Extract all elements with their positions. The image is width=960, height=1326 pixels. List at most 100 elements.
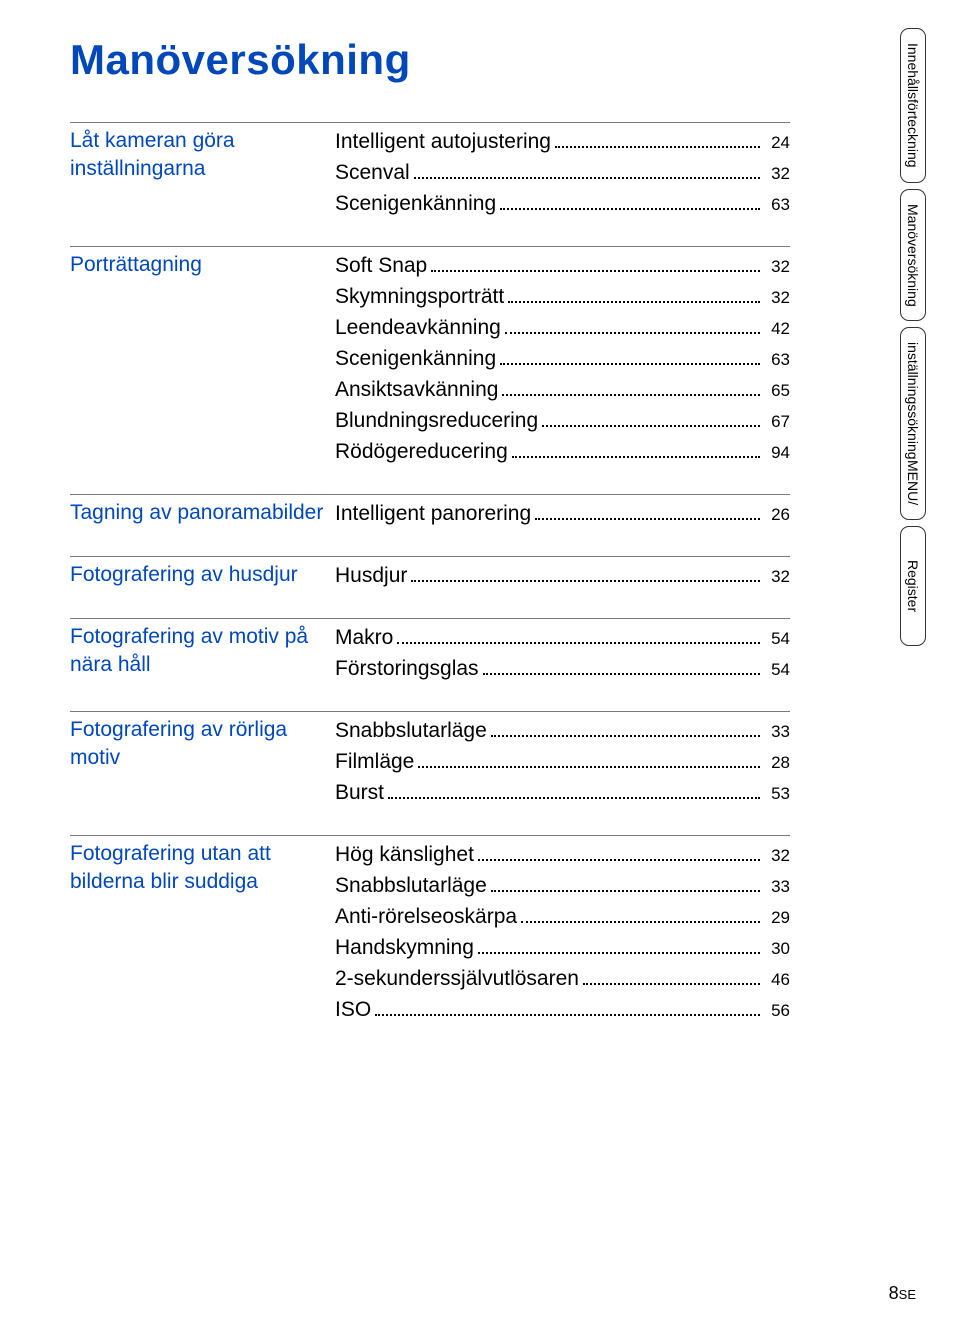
page-number: 8: [889, 1283, 899, 1303]
toc-entry-label: Ansiktsavkänning: [335, 375, 498, 405]
toc-leader-dots: [414, 177, 760, 179]
toc-section: Fotografering utan att bilderna blir sud…: [70, 835, 790, 1026]
section-entries: Snabbslutarläge33Filmläge 28Burst53: [335, 716, 790, 809]
toc-leader-dots: [583, 983, 760, 985]
toc-leader-dots: [508, 301, 760, 303]
section-entries: Soft Snap32Skymningsporträtt32Leendeavkä…: [335, 251, 790, 468]
toc-entry-label: Anti-rörelseoskärpa: [335, 902, 517, 932]
toc-entry[interactable]: Scenigenkänning63: [335, 344, 790, 375]
toc-leader-dots: [555, 146, 760, 148]
toc-entry-label: Intelligent panorering: [335, 499, 531, 529]
side-tab[interactable]: Register: [900, 526, 926, 646]
toc-entry-page: 67: [764, 407, 790, 437]
side-tab-label: Innehållsförteckning: [905, 43, 921, 168]
section-heading: Fotografering av rörliga motiv: [70, 716, 335, 772]
section-row: PorträttagningSoft Snap32Skymningsporträ…: [70, 251, 790, 468]
toc-entry-page: 32: [764, 252, 790, 282]
toc-entry[interactable]: Burst53: [335, 778, 790, 809]
side-tab[interactable]: Manöversökning: [900, 189, 926, 322]
toc-leader-dots: [512, 456, 760, 458]
toc-entry-page: 32: [764, 159, 790, 189]
toc-entry[interactable]: Makro54: [335, 623, 790, 654]
toc-entry[interactable]: Husdjur32: [335, 561, 790, 592]
toc-entry-page: 56: [764, 996, 790, 1026]
toc-entry-label: Scenval: [335, 158, 410, 188]
toc-section: Tagning av panoramabilderIntelligent pan…: [70, 494, 790, 530]
toc-entry-label: Förstoringsglas: [335, 654, 479, 684]
section-entries: Intelligent autojustering24Scenval32Scen…: [335, 127, 790, 220]
toc-entry[interactable]: Soft Snap 32: [335, 251, 790, 282]
side-tab-label: inställningssökning: [905, 342, 921, 460]
toc-section: PorträttagningSoft Snap32Skymningsporträ…: [70, 246, 790, 468]
toc-entry-label: Handskymning: [335, 933, 474, 963]
side-tab[interactable]: inställningssökningMENU/: [900, 327, 926, 520]
toc-leader-dots: [505, 332, 760, 334]
toc-entry[interactable]: Leendeavkänning42: [335, 313, 790, 344]
toc-entry-page: 24: [764, 128, 790, 158]
toc-entry-page: 29: [764, 903, 790, 933]
toc-entry[interactable]: Blundningsreducering 67: [335, 406, 790, 437]
toc-entry[interactable]: Scenigenkänning63: [335, 189, 790, 220]
side-tabs: Innehållsförteckning Manöversökning instäl…: [900, 28, 926, 646]
toc-entry-page: 26: [764, 500, 790, 530]
section-entries: Husdjur32: [335, 561, 790, 592]
toc-entry-label: Blundningsreducering: [335, 406, 538, 436]
toc-leader-dots: [502, 394, 760, 396]
toc-leader-dots: [375, 1014, 760, 1016]
toc-entry[interactable]: 2-sekunderssjälvutlösaren46: [335, 964, 790, 995]
toc-entry[interactable]: Scenval 32: [335, 158, 790, 189]
section-row: Fotografering av motiv på nära hållMakro…: [70, 623, 790, 685]
section-heading: Fotografering av husdjur: [70, 561, 335, 589]
toc-entry-label: Hög känslighet: [335, 840, 474, 870]
section-row: Fotografering av rörliga motivSnabbsluta…: [70, 716, 790, 809]
toc-entry-label: Rödögereducering: [335, 437, 508, 467]
toc-leader-dots: [478, 859, 760, 861]
toc-entry[interactable]: Hög känslighet32: [335, 840, 790, 871]
toc-leader-dots: [397, 642, 760, 644]
toc-entry-label: Skymningsporträtt: [335, 282, 504, 312]
toc-entry[interactable]: Handskymning30: [335, 933, 790, 964]
toc-entry-page: 46: [764, 965, 790, 995]
toc-leader-dots: [500, 208, 760, 210]
toc-entry[interactable]: Intelligent panorering 26: [335, 499, 790, 530]
toc-entry[interactable]: Ansiktsavkänning 65: [335, 375, 790, 406]
toc-entry-label: Scenigenkänning: [335, 189, 496, 219]
toc-section: Låt kameran göra inställningarnaIntellig…: [70, 122, 790, 220]
toc-entry-label: Filmläge: [335, 747, 414, 777]
toc-leader-dots: [418, 766, 760, 768]
toc-entry-label: Husdjur: [335, 561, 407, 591]
toc-entry-page: 32: [764, 283, 790, 313]
toc-leader-dots: [411, 580, 760, 582]
toc-entry-page: 65: [764, 376, 790, 406]
section-entries: Makro54Förstoringsglas54: [335, 623, 790, 685]
toc-entry-label: Intelligent autojustering: [335, 127, 551, 157]
toc-entry-label: Snabbslutarläge: [335, 716, 487, 746]
toc-entry-page: 28: [764, 748, 790, 778]
toc-entry[interactable]: ISO56: [335, 995, 790, 1026]
toc-entry[interactable]: Intelligent autojustering 24: [335, 127, 790, 158]
toc-content: Låt kameran göra inställningarnaIntellig…: [70, 122, 790, 1026]
toc-section: Fotografering av rörliga motivSnabbsluta…: [70, 711, 790, 809]
section-entries: Hög känslighet32Snabbslutarläge33Anti-rö…: [335, 840, 790, 1026]
toc-entry-label: Leendeavkänning: [335, 313, 501, 343]
section-heading: Tagning av panoramabilder: [70, 499, 335, 527]
section-heading: Låt kameran göra inställningarna: [70, 127, 335, 183]
toc-entry[interactable]: Rödögereducering94: [335, 437, 790, 468]
toc-entry[interactable]: Skymningsporträtt 32: [335, 282, 790, 313]
toc-entry[interactable]: Anti-rörelseoskärpa 29: [335, 902, 790, 933]
toc-leader-dots: [478, 952, 760, 954]
section-heading: Fotografering utan att bilderna blir sud…: [70, 840, 335, 896]
side-tab[interactable]: Innehållsförteckning: [900, 28, 926, 183]
section-heading: Fotografering av motiv på nära håll: [70, 623, 335, 679]
toc-entry-label: Soft Snap: [335, 251, 427, 281]
toc-entry[interactable]: Filmläge 28: [335, 747, 790, 778]
toc-leader-dots: [491, 890, 760, 892]
toc-entry[interactable]: Snabbslutarläge33: [335, 871, 790, 902]
toc-entry[interactable]: Förstoringsglas54: [335, 654, 790, 685]
section-entries: Intelligent panorering 26: [335, 499, 790, 530]
toc-entry[interactable]: Snabbslutarläge33: [335, 716, 790, 747]
toc-leader-dots: [521, 921, 760, 923]
section-row: Fotografering utan att bilderna blir sud…: [70, 840, 790, 1026]
section-row: Låt kameran göra inställningarnaIntellig…: [70, 127, 790, 220]
side-tab-label: Manöversökning: [905, 204, 921, 307]
